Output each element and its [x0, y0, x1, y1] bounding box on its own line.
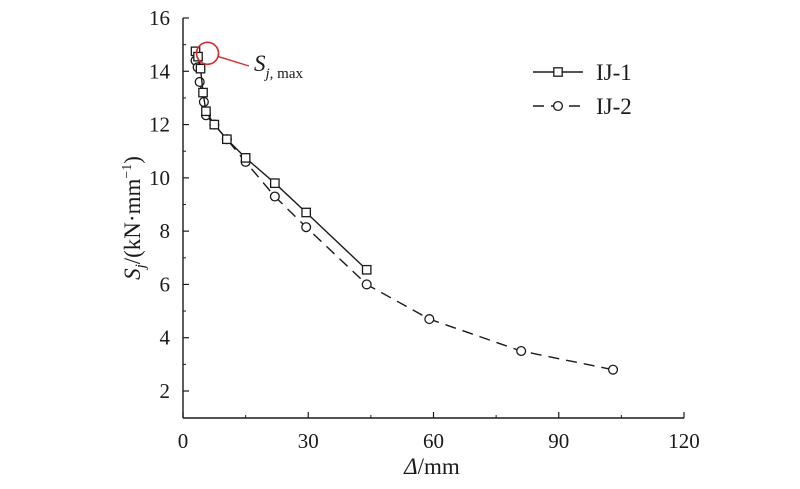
highlight-circle [195, 41, 220, 66]
data-point [221, 134, 232, 145]
legend-label-ij-1: IJ-1 [596, 60, 632, 85]
data-point [240, 153, 251, 163]
y-axis-title: Sj/(kN·mm−1) [120, 156, 149, 280]
data-point [361, 264, 372, 275]
data-point [195, 63, 206, 74]
y-tick-label: 6 [160, 272, 171, 296]
data-point [198, 87, 208, 98]
series-line [194, 60, 614, 371]
highlight-leader [217, 55, 250, 67]
y-tick-label: 8 [160, 219, 171, 243]
x-ticks: 0 30 60 90 120 [178, 412, 700, 453]
legend-marker [553, 67, 563, 77]
x-tick-label: 0 [178, 429, 189, 453]
data-point [607, 364, 619, 375]
y-tick-label: 12 [149, 113, 170, 137]
annotation-label: Sj, max [254, 51, 303, 82]
y-ticks: 2 4 6 8 10 12 14 16 [149, 6, 189, 403]
y-tick-label: 14 [149, 59, 171, 83]
y-tick-label: 4 [160, 326, 171, 350]
data-point [193, 51, 203, 62]
data-point [301, 222, 312, 233]
legend-marker [552, 100, 564, 112]
series-line [194, 51, 368, 271]
x-tick-label: 30 [298, 429, 319, 453]
data-point [361, 279, 372, 290]
series-layer [190, 46, 619, 375]
annotation: Sj, max [195, 41, 303, 82]
y-tick-label: 2 [160, 379, 171, 403]
data-point [301, 207, 312, 218]
y-tick-label: 10 [149, 166, 170, 190]
data-point [201, 106, 211, 117]
data-point [516, 345, 527, 357]
data-point [209, 119, 220, 130]
legend-label-ij-2: IJ-2 [596, 94, 632, 119]
series-ij-1 [190, 46, 372, 275]
x-tick-label: 120 [668, 429, 700, 453]
data-point [424, 314, 435, 325]
y-tick-label: 16 [149, 6, 170, 30]
data-point [269, 178, 280, 189]
x-tick-label: 60 [423, 429, 444, 453]
x-tick-label: 90 [548, 429, 569, 453]
data-point [269, 191, 280, 202]
legend: IJ-1 IJ-2 [533, 60, 632, 119]
x-axis-title: Δ/mm [403, 454, 460, 479]
